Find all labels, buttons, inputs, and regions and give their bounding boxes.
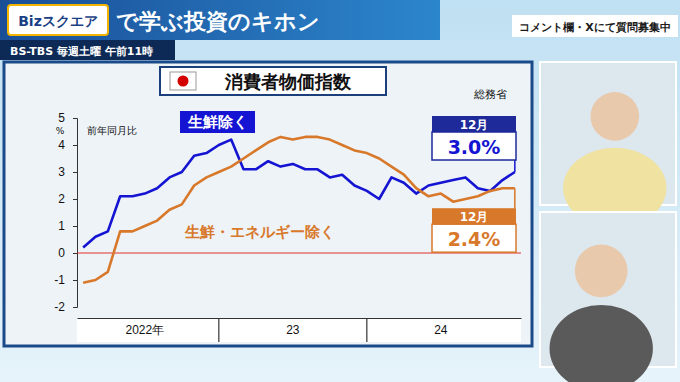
flag-sun bbox=[178, 76, 189, 87]
y-tick-label: 1 bbox=[58, 219, 65, 233]
y-tick: 0 bbox=[58, 246, 77, 260]
y-label: 前年同月比 bbox=[87, 125, 137, 136]
y-tick: 2 bbox=[58, 192, 77, 206]
title-box bbox=[160, 67, 386, 95]
series-label: 生鮮除く bbox=[180, 111, 255, 133]
callout-month: 12月 bbox=[460, 210, 489, 224]
callout-body bbox=[432, 132, 516, 160]
callout-value: 2.4% bbox=[448, 228, 501, 250]
schedule: BS-TBS 毎週土曜 午前11時 bbox=[10, 45, 153, 58]
tick-mark bbox=[73, 172, 77, 173]
y-tick: 3 bbox=[58, 165, 77, 179]
logo: Bizスクエア bbox=[18, 13, 98, 29]
series-label-box bbox=[180, 111, 255, 133]
x-tick-label: 23 bbox=[286, 323, 300, 337]
callout: 12月 2.4% bbox=[432, 188, 516, 252]
person-head bbox=[590, 92, 639, 141]
callout-pointer bbox=[514, 188, 516, 208]
y-tick: -1 bbox=[54, 273, 77, 287]
notice-box bbox=[512, 15, 678, 37]
callout-head bbox=[432, 208, 516, 224]
callout-body bbox=[432, 224, 516, 252]
y-tick-label: 4 bbox=[58, 138, 65, 152]
logo-box bbox=[8, 5, 108, 35]
series-label-box bbox=[181, 222, 338, 242]
source: 総務省 bbox=[473, 88, 507, 101]
callout-month: 12月 bbox=[460, 118, 489, 132]
schedule-bar bbox=[0, 40, 175, 60]
screen: Bizスクエア で学ぶ投資のキホン BS-TBS 毎週土曜 午前11時 コメント欄・X… bbox=[0, 0, 680, 382]
x-axis: 2022年 23 24 bbox=[78, 318, 522, 337]
axis-line bbox=[73, 119, 78, 308]
person-body bbox=[550, 305, 653, 382]
header-bar bbox=[0, 0, 440, 40]
tick-mark bbox=[73, 145, 77, 146]
y-tick-label: 3 bbox=[58, 165, 65, 179]
y-tick: 5 bbox=[58, 111, 77, 125]
y-tick-label: 5 bbox=[58, 111, 65, 125]
tick-mark bbox=[73, 307, 77, 308]
y-axis: -2 -1 0 1 2 3 4 5 bbox=[54, 111, 77, 314]
x-tick: 2022年 bbox=[125, 318, 164, 337]
y-unit: % bbox=[56, 126, 65, 136]
callout-value: 3.0% bbox=[448, 136, 501, 158]
year-separator bbox=[218, 318, 219, 342]
y-tick: -2 bbox=[54, 300, 77, 314]
tick-mark bbox=[73, 280, 77, 281]
series-label: 生鮮・エネルギー除く bbox=[181, 222, 338, 242]
flag bbox=[170, 72, 196, 90]
video-panel bbox=[540, 62, 676, 228]
chart-panel bbox=[4, 62, 532, 346]
x-tick: 23 bbox=[286, 318, 300, 337]
header-title: で学ぶ投資のキホン bbox=[116, 9, 320, 34]
tick-mark bbox=[73, 118, 77, 119]
y-tick-label: -2 bbox=[54, 300, 65, 314]
x-tick-label: 2022年 bbox=[125, 323, 164, 337]
series-name: 生鮮・エネルギー除く bbox=[184, 223, 335, 241]
x-tick: 24 bbox=[434, 318, 448, 337]
tick-mark bbox=[73, 226, 77, 227]
tick-mark bbox=[73, 199, 77, 200]
tick-mark bbox=[73, 253, 77, 254]
y-tick-label: 0 bbox=[58, 246, 65, 260]
person-head bbox=[575, 245, 628, 298]
y-tick: 4 bbox=[58, 138, 77, 152]
axis-line bbox=[78, 318, 522, 319]
callout-head bbox=[432, 116, 516, 132]
year-separator bbox=[366, 318, 367, 342]
chart-title: 消費者物価指数 bbox=[224, 71, 352, 92]
notice: コメント欄・Xにて質問募集中 bbox=[519, 21, 670, 34]
callout: 12月 3.0% bbox=[432, 116, 516, 172]
y-tick-label: 2 bbox=[58, 192, 65, 206]
x-strip bbox=[77, 318, 521, 342]
x-tick-label: 24 bbox=[434, 323, 448, 337]
video-panel bbox=[540, 212, 676, 382]
y-tick-label: -1 bbox=[54, 273, 65, 287]
series-name: 生鮮除く bbox=[187, 113, 248, 131]
callout-pointer bbox=[514, 160, 516, 172]
y-tick: 1 bbox=[58, 219, 77, 233]
